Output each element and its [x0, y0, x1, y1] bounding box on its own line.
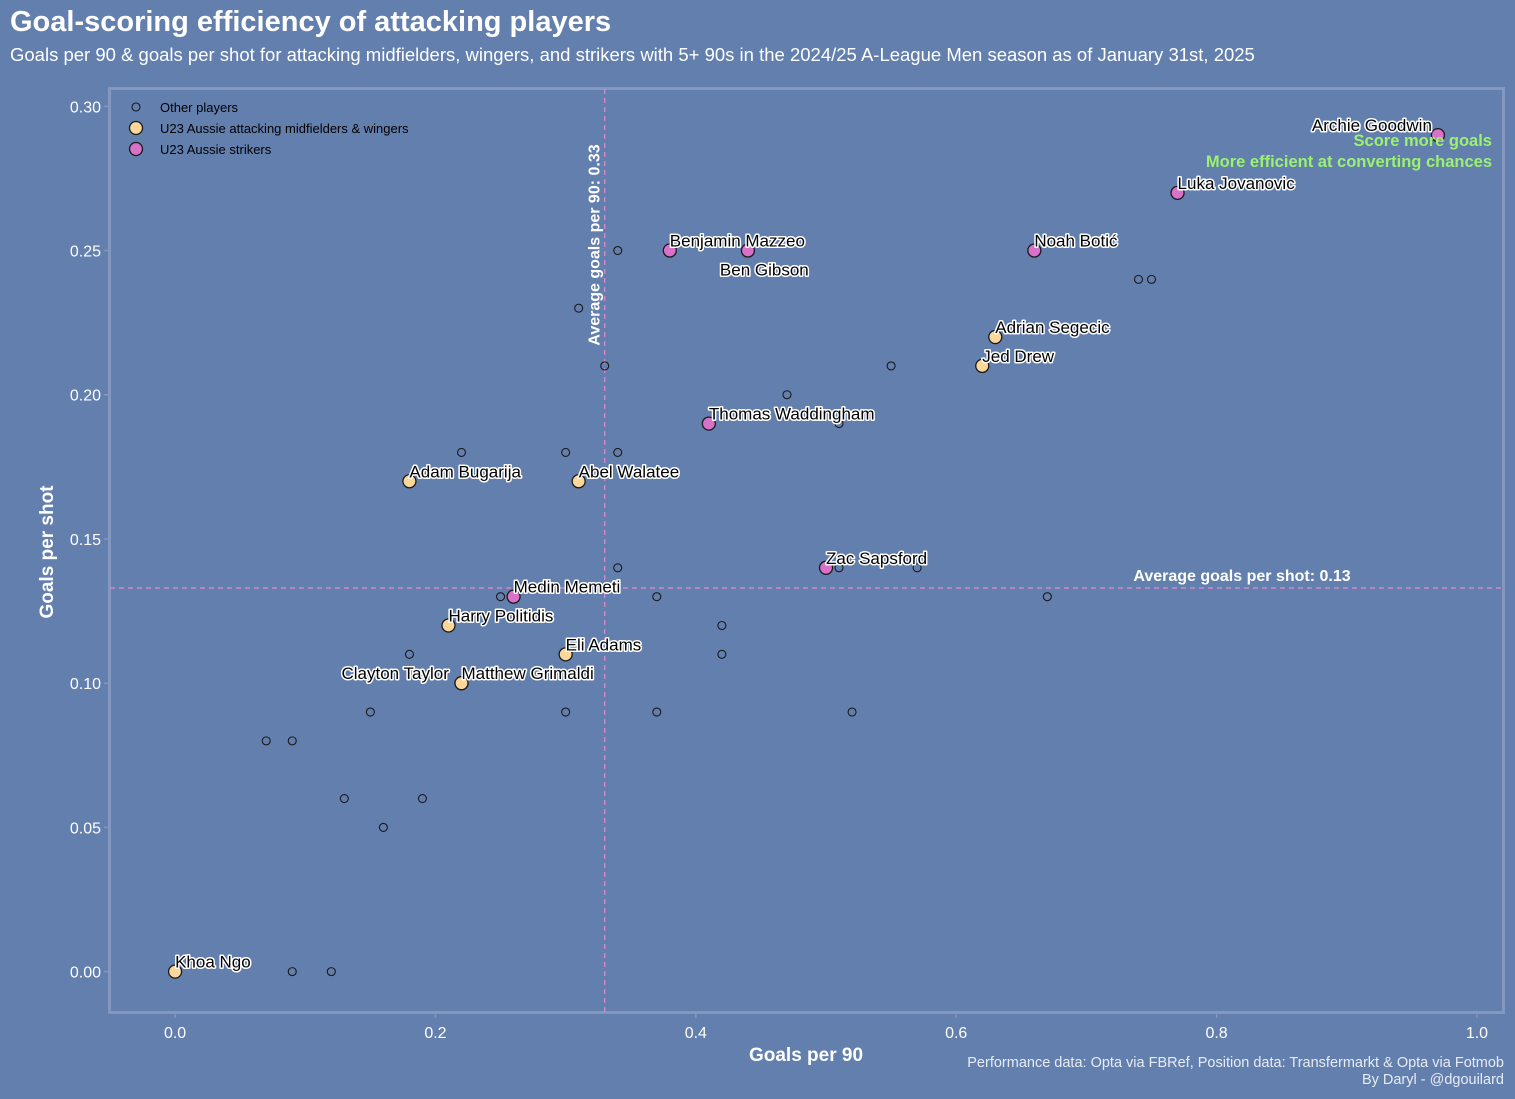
- data-point-other: [1042, 592, 1052, 602]
- x-axis-title: Goals per 90: [749, 1045, 863, 1066]
- data-point-other: [600, 361, 610, 371]
- data-point-striker: [740, 243, 756, 258]
- plot-frame: [108, 87, 1505, 1014]
- data-point-other: [782, 390, 792, 400]
- point-label: Matthew Grimaldi: [462, 664, 594, 683]
- chart-subtitle: Goals per 90 & goals per shot for attack…: [10, 44, 1255, 65]
- x-tick-label: 0.8: [1205, 1025, 1227, 1042]
- x-tick-label: 0.6: [945, 1025, 967, 1042]
- point-label: Khoa Ngo: [175, 953, 251, 972]
- y-tick-label: 0.10: [70, 676, 101, 693]
- data-point-striker: [1027, 243, 1042, 258]
- point-label: Adam Bugarija: [409, 462, 521, 481]
- legend-marker: [131, 102, 141, 112]
- data-point-other: [496, 592, 506, 602]
- data-point-other: [365, 707, 375, 717]
- point-label: Archie Goodwin: [1312, 116, 1432, 135]
- x-tick-label: 1.0: [1466, 1025, 1488, 1042]
- data-point-other: [912, 563, 922, 573]
- data-point-other: [1133, 274, 1144, 284]
- point-label: Noah Botić: [1034, 232, 1118, 251]
- point-label: Luka Jovanovic: [1178, 174, 1296, 193]
- y-tick-label: 0.20: [70, 388, 101, 405]
- point-label: Benjamin Mazzeo: [670, 232, 805, 251]
- data-point-other: [717, 649, 727, 659]
- x-tick-label: 0.0: [164, 1025, 186, 1042]
- quadrant-label: More efficient at converting chances: [1206, 153, 1492, 171]
- credits-data-source: Performance data: Opta via FBRef, Positi…: [967, 1055, 1504, 1071]
- data-point-striker: [506, 589, 521, 604]
- point-label: Thomas Waddingham: [709, 405, 875, 424]
- avg-x-label: Average goals per 90: 0.33: [587, 144, 604, 345]
- data-point-other: [378, 822, 388, 832]
- point-label: Medin Memeti: [514, 578, 621, 597]
- y-axis-title: Goals per shot: [37, 485, 58, 619]
- y-tick-label: 0.05: [70, 820, 101, 837]
- y-tick-label: 0.25: [70, 244, 101, 261]
- legend-label: U23 Aussie strikers: [160, 142, 272, 157]
- legend-label: U23 Aussie attacking midfielders & winge…: [160, 121, 409, 136]
- data-point-other: [613, 245, 623, 256]
- data-point-mid: [975, 358, 990, 374]
- data-point-other: [847, 707, 857, 717]
- data-point-other: [886, 361, 896, 371]
- data-point-striker: [701, 416, 717, 431]
- data-point-other: [326, 967, 336, 977]
- data-point-striker: [662, 243, 677, 258]
- legend-marker: [128, 120, 144, 136]
- data-point-other: [574, 303, 584, 313]
- data-point-mid: [167, 964, 183, 979]
- point-label: Adrian Segecic: [995, 318, 1110, 337]
- credits: Performance data: Opta via FBRef, Positi…: [967, 1055, 1504, 1089]
- y-tick-label: 0.30: [70, 99, 101, 116]
- point-label: Eli Adams: [566, 635, 642, 654]
- data-point-mid: [454, 676, 469, 691]
- data-point-other: [613, 563, 623, 573]
- legend-label: Other players: [160, 100, 239, 115]
- data-point-other: [652, 592, 662, 602]
- data-point-other: [561, 707, 571, 717]
- data-point-other: [287, 736, 297, 746]
- data-point-mid: [402, 474, 417, 489]
- data-point-other: [717, 620, 727, 631]
- data-point-other: [834, 563, 844, 573]
- y-tick-label: 0.00: [70, 965, 101, 982]
- data-point-mid: [571, 474, 586, 489]
- data-point-mid: [988, 329, 1003, 345]
- data-point-other: [339, 794, 349, 804]
- data-point-other: [456, 447, 467, 457]
- data-point-other: [261, 736, 271, 746]
- credits-author: By Daryl - @dgouilard: [1361, 1072, 1504, 1088]
- legend-marker: [128, 141, 144, 157]
- x-tick-label: 0.2: [424, 1025, 446, 1042]
- point-label: Zac Sapsford: [826, 549, 927, 568]
- quadrant-label: Score more goals: [1354, 132, 1492, 150]
- point-label: Abel Walatee: [579, 462, 679, 481]
- data-point-other: [561, 447, 571, 457]
- data-point-striker: [1170, 185, 1185, 200]
- chart-title: Goal-scoring efficiency of attacking pla…: [10, 6, 612, 38]
- data-point-other: [1146, 274, 1157, 284]
- data-point-other: [652, 707, 662, 717]
- point-label: Jed Drew: [982, 347, 1055, 366]
- point-label: Ben Gibson: [720, 261, 809, 280]
- data-point-other: [417, 794, 427, 804]
- avg-y-label: Average goals per shot: 0.13: [1133, 568, 1350, 585]
- data-point-other: [613, 447, 623, 457]
- data-point-striker: [1430, 127, 1446, 143]
- x-tick-label: 0.4: [685, 1025, 707, 1042]
- data-point-mid: [441, 618, 456, 633]
- data-point-other: [404, 649, 414, 659]
- point-label: Harry Politidis: [448, 606, 553, 625]
- data-point-striker: [818, 560, 834, 575]
- data-point-mid: [558, 647, 573, 662]
- data-point-other: [287, 967, 297, 977]
- y-tick-label: 0.15: [70, 532, 101, 549]
- data-point-other: [834, 419, 844, 429]
- point-label: Clayton Taylor: [342, 664, 450, 683]
